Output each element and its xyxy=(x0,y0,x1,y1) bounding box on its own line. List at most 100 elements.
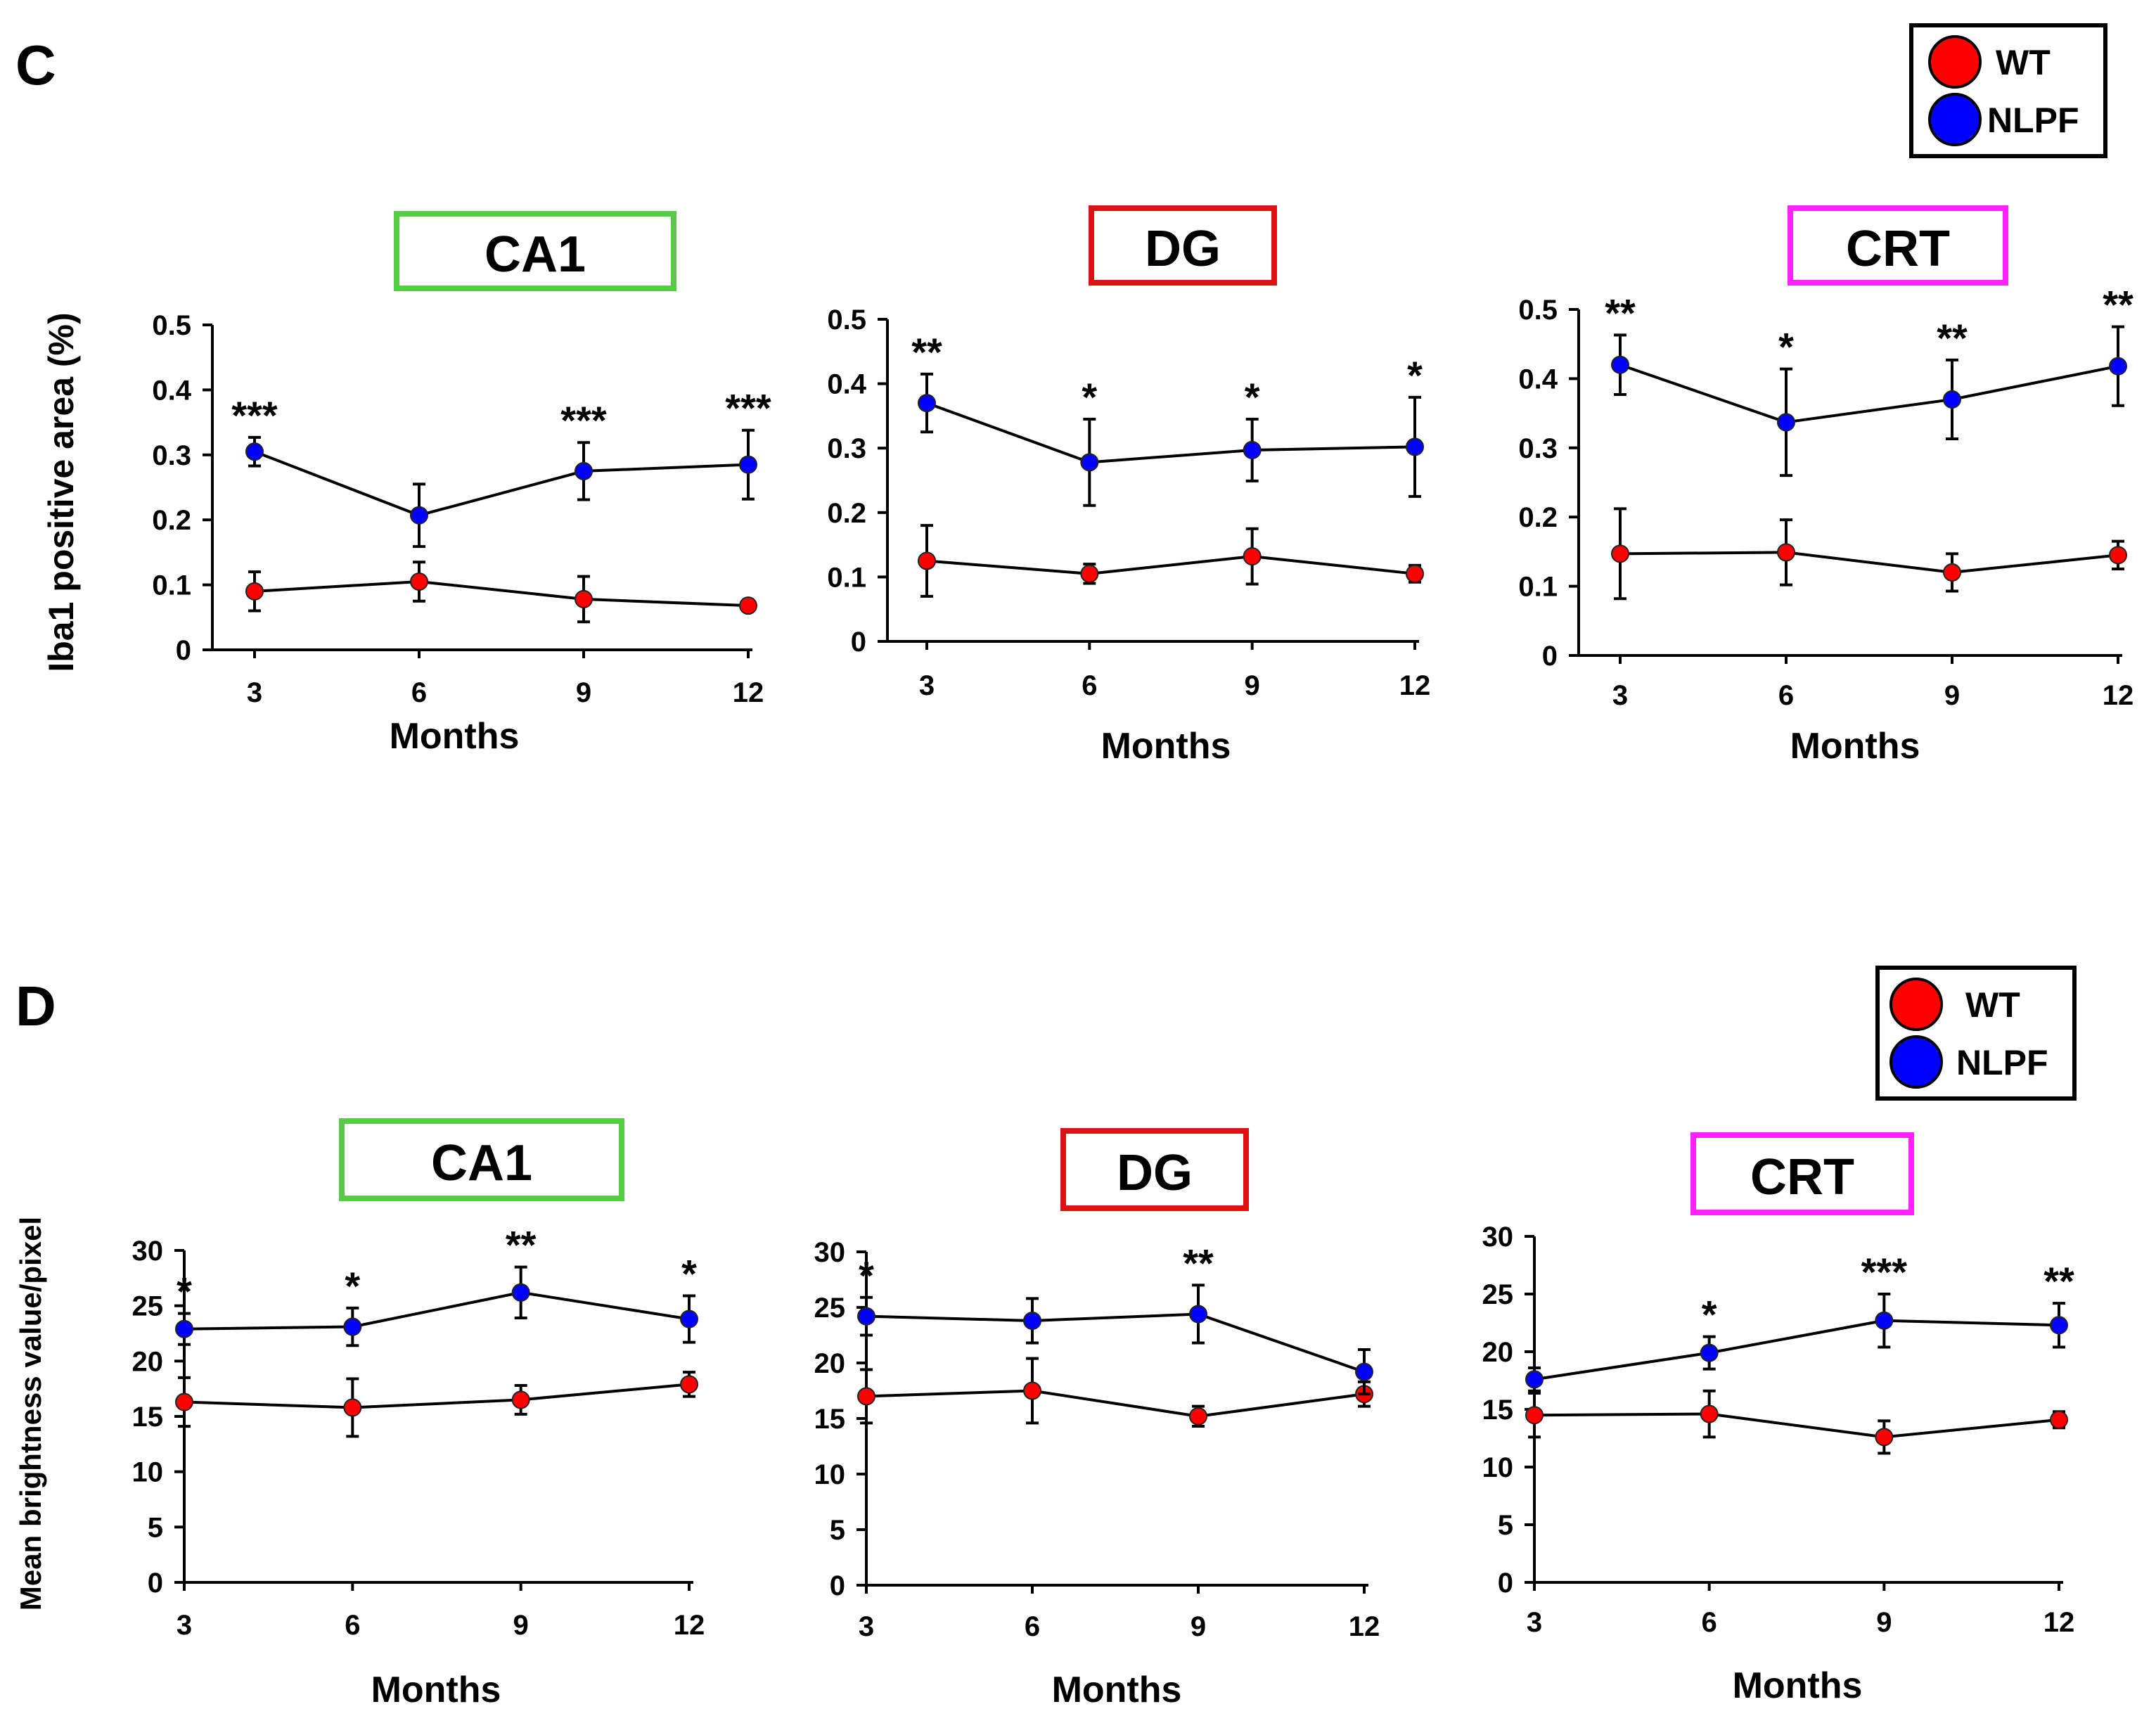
x-tick-label: 3 xyxy=(1612,680,1628,711)
legend-wt-marker xyxy=(1889,978,1943,1031)
y-tick-label: 10 xyxy=(132,1457,164,1488)
significance-marker: ** xyxy=(1183,1241,1214,1285)
y-axis-label: Iba1 positive area (%) xyxy=(41,312,81,672)
data-point-wt xyxy=(1023,1381,1041,1400)
y-tick-label: 0 xyxy=(148,1568,163,1599)
y-tick-label: 10 xyxy=(1482,1452,1514,1483)
chart-title: CRT xyxy=(1750,1149,1854,1205)
data-point-nlpf xyxy=(918,394,936,413)
y-tick-label: 0.3 xyxy=(1518,433,1558,464)
y-tick-label: 20 xyxy=(132,1346,164,1377)
data-point-nlpf xyxy=(1355,1362,1373,1381)
significance-marker: * xyxy=(177,1269,192,1314)
data-point-nlpf xyxy=(1943,390,1961,409)
x-tick-label: 6 xyxy=(1025,1611,1040,1642)
y-tick-label: 30 xyxy=(1482,1222,1514,1253)
y-tick-label: 10 xyxy=(814,1459,846,1490)
significance-marker: ** xyxy=(2103,283,2133,327)
x-tick-label: 12 xyxy=(674,1610,705,1641)
data-point-wt xyxy=(857,1387,875,1406)
chart-title: CA1 xyxy=(485,226,586,283)
data-point-nlpf xyxy=(343,1317,362,1336)
y-tick-label: 0.3 xyxy=(827,433,866,464)
significance-marker: *** xyxy=(1861,1250,1908,1294)
x-tick-label: 12 xyxy=(2043,1607,2075,1638)
series-line-nlpf xyxy=(254,450,749,517)
data-point-nlpf xyxy=(410,506,428,525)
y-tick-label: 30 xyxy=(814,1237,846,1268)
y-tick-label: 0.4 xyxy=(827,369,866,400)
legend-panel-c: WT NLPF xyxy=(1909,23,2107,158)
panel-d-letter: D xyxy=(15,975,56,1037)
chart-title: CA1 xyxy=(431,1135,532,1191)
series-line-nlpf xyxy=(1619,363,2119,424)
x-axis-label: Months xyxy=(1101,726,1231,767)
y-tick-label: 0 xyxy=(176,635,191,666)
x-axis-label: Months xyxy=(371,1670,501,1710)
data-point-wt xyxy=(175,1392,193,1411)
x-tick-label: 3 xyxy=(177,1610,192,1641)
chart-title-box xyxy=(339,1118,624,1201)
x-tick-label: 9 xyxy=(1876,1607,1892,1638)
y-tick-label: 15 xyxy=(132,1402,164,1433)
x-tick-label: 9 xyxy=(576,677,591,708)
data-point-wt xyxy=(1777,543,1795,562)
y-tick-label: 0.2 xyxy=(827,498,866,529)
legend-nlpf-label: NLPF xyxy=(1956,1043,2048,1082)
series-line-nlpf xyxy=(184,1291,690,1331)
x-tick-label: 9 xyxy=(1944,680,1960,711)
y-tick-label: 20 xyxy=(1482,1337,1514,1368)
x-tick-label: 6 xyxy=(1778,680,1794,711)
x-tick-label: 3 xyxy=(247,677,262,708)
chart-d-ca1: CA1 0 5 10 15 20 25 30 3 6 9 12 Months Mean brightnes… xyxy=(14,1118,705,1710)
significance-marker: ** xyxy=(911,330,942,374)
x-tick-label: 6 xyxy=(411,677,427,708)
y-tick-label: 0.5 xyxy=(827,305,866,335)
data-point-wt xyxy=(2109,546,2127,565)
significance-marker: * xyxy=(859,1253,874,1298)
data-point-nlpf xyxy=(1406,437,1424,456)
legend-panel-d: WT NLPF xyxy=(1875,966,2077,1101)
y-tick-label: 0.2 xyxy=(152,505,191,536)
data-point-nlpf xyxy=(2050,1316,2068,1335)
x-tick-label: 12 xyxy=(1399,670,1431,701)
data-point-wt xyxy=(1189,1407,1207,1426)
data-point-wt xyxy=(1943,563,1961,582)
data-point-nlpf xyxy=(2109,357,2127,376)
y-tick-label: 0 xyxy=(1542,641,1558,672)
chart-c-ca1: CA1 0 0.1 0.2 0.3 0.4 0.5 3 6 9 12 Months Iba1 posit… xyxy=(41,211,771,757)
y-tick-label: 0.4 xyxy=(152,375,191,406)
y-tick-label: 25 xyxy=(132,1291,164,1322)
series-line-wt xyxy=(1619,551,2119,574)
significance-marker: *** xyxy=(560,398,607,442)
significance-marker: * xyxy=(1407,353,1423,397)
data-point-wt xyxy=(343,1398,362,1417)
series-line-nlpf xyxy=(1534,1319,2060,1381)
series-line-wt xyxy=(254,580,749,608)
x-tick-label: 12 xyxy=(733,677,764,708)
data-point-nlpf xyxy=(1525,1370,1544,1389)
data-point-nlpf xyxy=(175,1319,193,1338)
y-tick-label: 0 xyxy=(851,627,866,658)
y-tick-label: 25 xyxy=(1482,1279,1514,1310)
chart-title-box xyxy=(1690,1132,1914,1215)
data-point-nlpf xyxy=(511,1283,530,1302)
data-point-wt xyxy=(739,596,757,615)
data-point-wt xyxy=(1406,564,1424,583)
significance-marker: * xyxy=(1702,1293,1717,1337)
x-tick-label: 12 xyxy=(2103,680,2134,711)
legend-nlpf-marker xyxy=(1889,1035,1943,1089)
chart-title: DG xyxy=(1145,221,1221,277)
data-point-nlpf xyxy=(739,455,757,474)
chart-title: DG xyxy=(1117,1145,1193,1201)
data-point-nlpf xyxy=(1700,1343,1719,1362)
series-line-wt xyxy=(1534,1412,2060,1439)
data-point-wt xyxy=(1611,544,1629,563)
data-point-wt xyxy=(1875,1428,1894,1447)
data-point-nlpf xyxy=(575,461,593,480)
significance-marker: * xyxy=(1778,325,1794,369)
